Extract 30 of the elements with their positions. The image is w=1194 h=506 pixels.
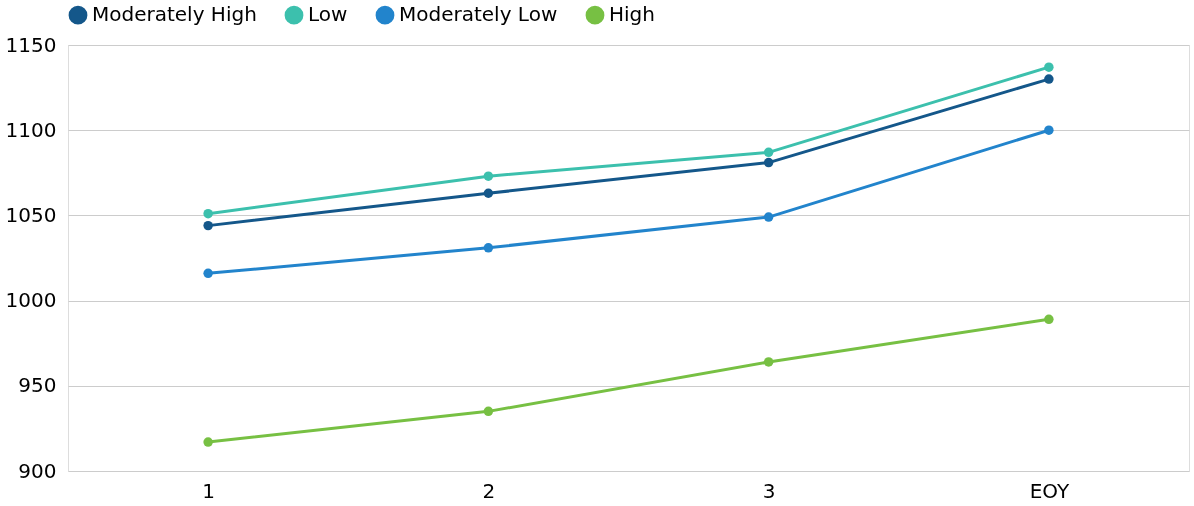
point bbox=[763, 357, 774, 367]
point bbox=[1044, 125, 1054, 135]
point bbox=[483, 171, 494, 181]
point bbox=[203, 220, 213, 231]
point bbox=[763, 147, 774, 158]
legend-label: Moderately Low bbox=[399, 2, 558, 27]
y-tick-label: 1000 bbox=[5, 288, 57, 313]
legend-label: High bbox=[609, 2, 655, 27]
point bbox=[1044, 314, 1054, 325]
point bbox=[203, 437, 213, 447]
point bbox=[1044, 62, 1054, 72]
x-tick-label: EOY bbox=[1029, 478, 1070, 503]
point bbox=[203, 208, 213, 219]
x-tick-label: 3 bbox=[762, 478, 776, 503]
y-tick-label: 1100 bbox=[5, 117, 57, 142]
x-tick-label: 1 bbox=[202, 478, 215, 503]
point bbox=[763, 157, 774, 168]
y-tick-label: 950 bbox=[18, 373, 57, 398]
point bbox=[483, 243, 494, 253]
x-tick-label: 2 bbox=[482, 478, 496, 503]
legend-label: Low bbox=[308, 2, 348, 27]
legend-label: Moderately High bbox=[92, 2, 257, 27]
y-tick-label: 900 bbox=[18, 458, 57, 483]
point bbox=[483, 188, 494, 198]
point bbox=[763, 212, 774, 222]
y-tick-label: 1150 bbox=[5, 32, 57, 57]
point bbox=[1044, 74, 1054, 84]
point bbox=[203, 268, 213, 279]
y-tick-label: 1050 bbox=[5, 202, 57, 227]
point bbox=[483, 406, 494, 417]
